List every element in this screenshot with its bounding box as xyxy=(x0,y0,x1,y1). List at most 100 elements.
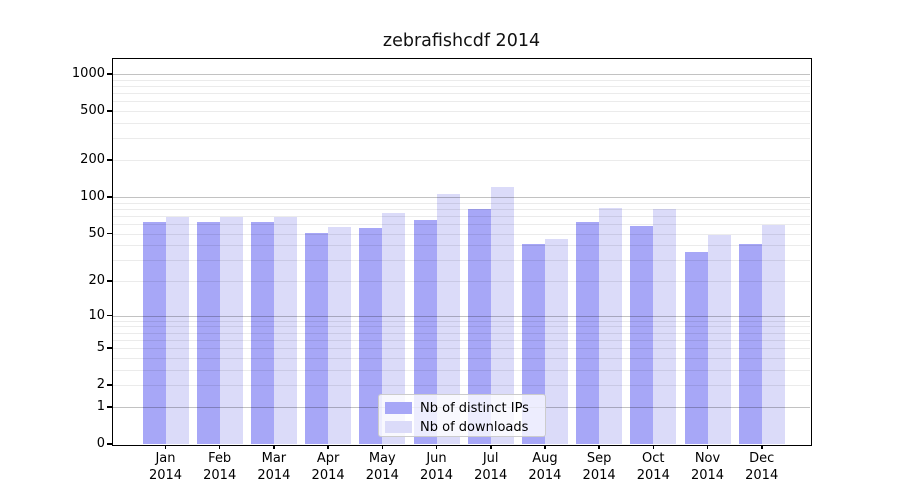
x-tick-label-year: 2014 xyxy=(203,468,237,483)
major-gridline xyxy=(113,315,810,317)
bar-ips-mar xyxy=(250,222,274,444)
minor-gridline xyxy=(113,332,810,334)
minor-gridline xyxy=(113,348,810,350)
bar-downloads-may xyxy=(382,212,406,444)
y-tick xyxy=(107,384,112,386)
minor-gridline xyxy=(113,208,810,210)
minor-gridline xyxy=(113,215,810,217)
y-tick xyxy=(107,196,112,198)
y-tick xyxy=(107,443,112,445)
bar-ips-dec xyxy=(738,243,762,444)
y-tick-label: 100 xyxy=(80,188,105,204)
x-tick-label-year: 2014 xyxy=(365,468,399,483)
y-tick xyxy=(107,406,112,408)
minor-gridline xyxy=(113,385,810,387)
bar-downloads-jul xyxy=(490,187,514,444)
minor-gridline xyxy=(113,223,810,225)
x-tick-label-year: 2014 xyxy=(474,468,508,483)
y-tick xyxy=(107,110,112,112)
bar-ips-nov xyxy=(684,252,708,444)
x-tick xyxy=(652,445,654,449)
x-tick xyxy=(598,445,600,449)
bar-ips-jul xyxy=(467,208,491,444)
x-tick-label-month: Sep xyxy=(586,451,612,466)
bar-downloads-jun xyxy=(436,194,460,444)
legend-row-downloads: Nb of downloads xyxy=(385,419,545,435)
x-tick-label: Jun 2014 xyxy=(405,450,469,484)
x-tick-label-year: 2014 xyxy=(690,468,725,483)
bar-downloads-apr xyxy=(328,226,352,444)
major-gridline xyxy=(113,74,810,75)
bar-ips-may xyxy=(359,228,383,444)
x-tick-label-month: Aug xyxy=(532,451,558,466)
bar-downloads-mar xyxy=(273,217,297,444)
x-tick-label-month: Apr xyxy=(316,451,340,466)
bar-downloads-nov xyxy=(707,234,731,444)
y-tick-label: 5 xyxy=(96,340,105,356)
minor-gridline xyxy=(113,357,810,359)
x-tick-label: May 2014 xyxy=(350,450,414,484)
legend-swatch-ips-icon xyxy=(385,402,412,414)
x-tick-label: Feb 2014 xyxy=(188,450,252,484)
x-tick-label: Aug 2014 xyxy=(513,450,577,484)
x-tick-label-year: 2014 xyxy=(419,468,454,483)
minor-gridline xyxy=(113,123,810,124)
major-gridline xyxy=(113,196,810,198)
x-tick-label: Nov 2014 xyxy=(676,450,740,484)
minor-gridline xyxy=(113,260,810,262)
x-tick xyxy=(218,445,221,449)
bar-downloads-oct xyxy=(653,209,677,444)
minor-gridline xyxy=(113,233,810,235)
legend-label-downloads: Nb of downloads xyxy=(420,419,529,435)
minor-gridline xyxy=(113,93,810,95)
y-tick-label: 0 xyxy=(96,436,105,451)
minor-gridline xyxy=(113,79,810,81)
x-tick-label-year: 2014 xyxy=(311,468,345,483)
y-tick-label: 1 xyxy=(96,398,105,414)
legend: Nb of distinct IPs Nb of downloads xyxy=(378,394,546,437)
x-tick-label-year: 2014 xyxy=(636,468,670,483)
bar-ips-oct xyxy=(630,225,654,444)
bar-ips-jun xyxy=(413,219,437,444)
bar-ips-jan xyxy=(142,222,166,444)
bar-downloads-sep xyxy=(599,208,623,444)
y-tick xyxy=(107,347,112,349)
minor-gridline xyxy=(113,245,810,247)
bar-ips-sep xyxy=(576,222,600,444)
plot-area xyxy=(113,59,810,444)
x-tick-label-month: Dec xyxy=(749,451,775,466)
y-tick-label: 1000 xyxy=(71,66,105,81)
x-tick xyxy=(327,445,329,449)
x-tick xyxy=(273,445,275,449)
y-tick-label: 2 xyxy=(96,377,105,393)
minor-gridline xyxy=(113,86,810,87)
y-tick-label: 50 xyxy=(88,225,105,241)
bar-downloads-jan xyxy=(165,217,189,444)
y-tick-label: 10 xyxy=(88,307,105,323)
x-tick-label: Jan 2014 xyxy=(134,450,198,484)
x-tick-label-year: 2014 xyxy=(582,468,616,483)
x-tick xyxy=(381,445,384,449)
x-tick xyxy=(761,445,763,449)
x-tick-label: Oct 2014 xyxy=(621,450,685,484)
x-tick-label-month: May xyxy=(368,451,396,466)
y-tick-label: 500 xyxy=(80,103,105,119)
y-tick-label: 200 xyxy=(80,152,105,167)
bar-ips-aug xyxy=(521,243,545,444)
x-tick-label-year: 2014 xyxy=(148,468,183,483)
x-tick-label-month: Jun xyxy=(426,451,447,466)
y-tick-label: 20 xyxy=(88,273,105,288)
x-tick-label: Mar 2014 xyxy=(242,450,306,484)
minor-gridline xyxy=(113,320,810,322)
legend-label-ips: Nb of distinct IPs xyxy=(420,400,529,416)
y-tick xyxy=(107,159,112,161)
bar-downloads-feb xyxy=(219,217,243,444)
x-tick xyxy=(435,445,438,449)
minor-gridline xyxy=(113,369,810,371)
x-tick-label-month: Mar xyxy=(261,451,287,466)
x-tick-label-year: 2014 xyxy=(257,468,291,483)
x-tick-label-month: Jan xyxy=(155,451,176,466)
minor-gridline xyxy=(113,281,810,282)
x-tick xyxy=(490,445,492,449)
